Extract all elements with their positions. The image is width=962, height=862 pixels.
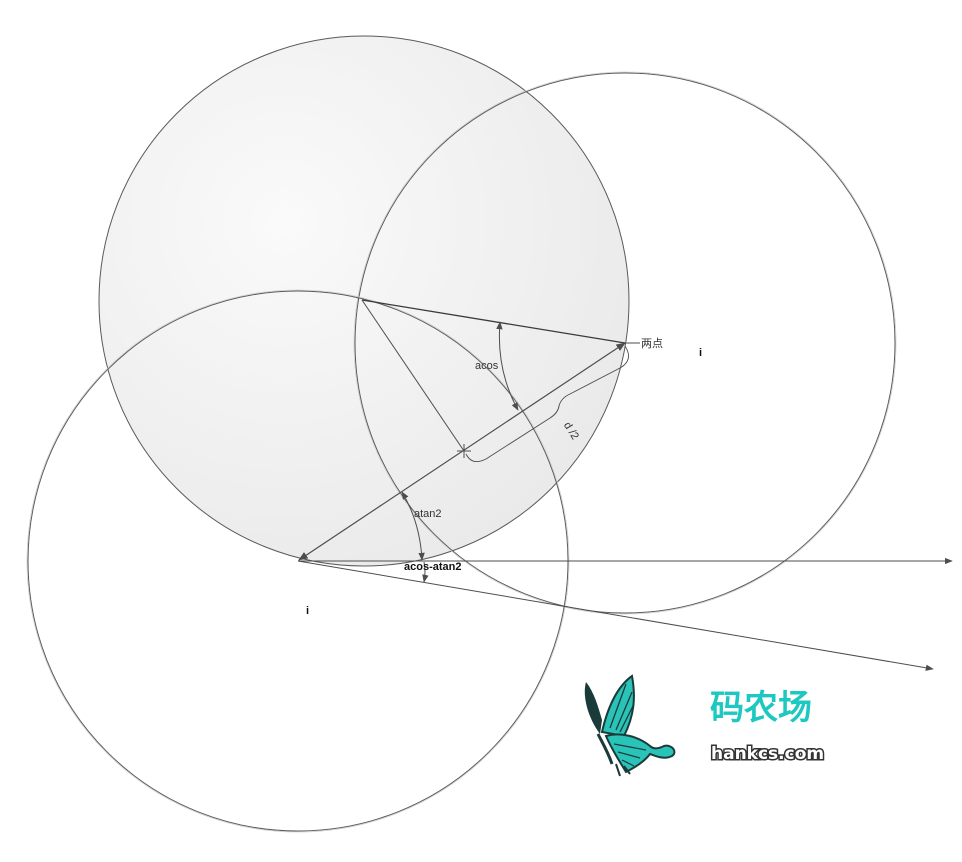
acos-atan2-angle-arc [422,561,429,583]
label-i-bottom: i [306,605,309,617]
butterfly-logo [584,674,676,777]
label-atan2: atan2 [414,508,442,520]
half-distance-brace [465,345,629,463]
midpoint-marker [457,444,471,458]
brand-name: 码农场 [710,688,812,728]
intersection-to-midpoint-line [361,299,465,452]
label-acos-minus-atan2: acos-atan2 [404,561,461,573]
label-i-right: i [699,347,702,359]
circle-upper-left [98,35,630,567]
label-two-points: 两点 [641,337,663,350]
acos-angle-arc [496,321,519,411]
intersection-to-center-line [361,299,626,344]
atan2-angle-arc [401,491,425,561]
brand-url: hankcs.com [711,744,824,764]
tilted-ray-arrow [297,560,934,671]
label-acos: acos [475,360,499,372]
